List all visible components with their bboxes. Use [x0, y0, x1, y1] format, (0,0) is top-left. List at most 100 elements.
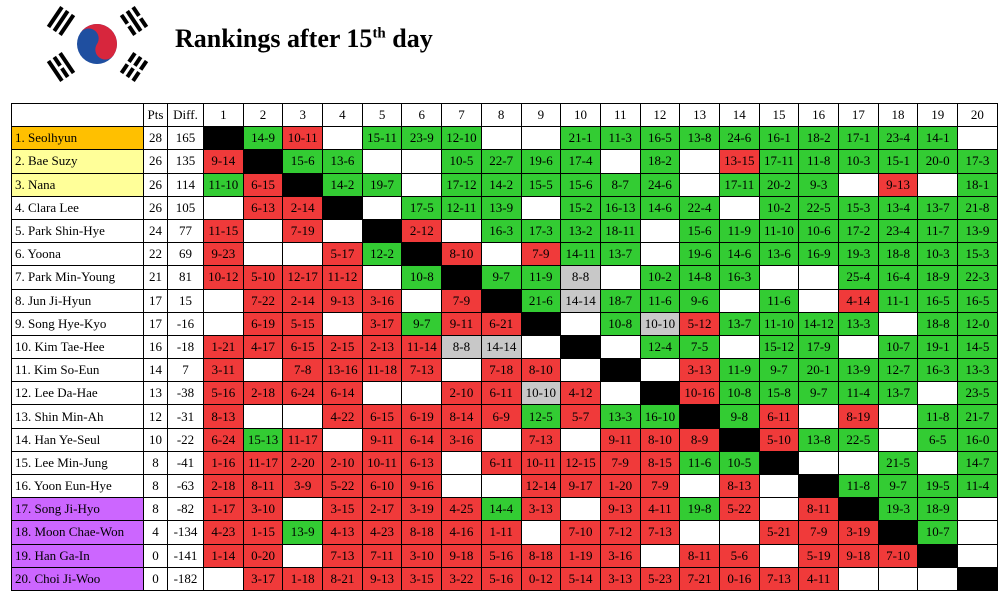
result-cell: 13-9	[480, 195, 522, 220]
row: 8. Jun Ji-Hyun 17 15 7-22 2-14 9-13 3-16 7-9 21-…	[11, 288, 998, 313]
result-cell	[758, 473, 800, 499]
result-cell: 24-6	[639, 172, 681, 197]
diff: 165	[167, 126, 204, 151]
result-cell: 7-9	[798, 520, 839, 545]
result-cell: 3-16	[361, 288, 403, 313]
result-cell: 18-9	[917, 497, 959, 522]
result-cell	[599, 381, 641, 406]
header-cell: 10	[560, 102, 601, 128]
points: 17	[143, 311, 168, 336]
player-name: 8. Jun Ji-Hyun	[11, 288, 144, 313]
player-name: 13. Shin Min-Ah	[11, 404, 144, 429]
header-cell: 14	[718, 102, 760, 128]
result-cell	[282, 172, 324, 197]
result-cell: 7-10	[877, 543, 919, 568]
points: 12	[143, 404, 168, 429]
result-cell	[322, 126, 363, 151]
result-cell	[361, 265, 403, 290]
result-cell	[758, 543, 800, 568]
result-cell: 10-10	[639, 311, 681, 336]
result-cell: 13-2	[560, 218, 601, 244]
header-cell: 20	[957, 102, 998, 128]
result-cell: 5-19	[798, 543, 839, 568]
result-cell: 9-7	[401, 311, 443, 336]
result-cell	[322, 218, 363, 244]
result-cell	[520, 334, 562, 360]
result-cell: 10-11	[282, 126, 324, 151]
result-cell: 17-3	[957, 149, 998, 174]
title: Rankings after 15th day	[175, 24, 433, 54]
points: 24	[143, 218, 168, 244]
result-cell: 3-15	[322, 497, 363, 522]
result-cell: 13-8	[798, 427, 839, 452]
result-cell	[639, 543, 681, 568]
result-cell: 15-5	[520, 172, 562, 197]
result-cell: 10-3	[917, 242, 959, 267]
result-cell	[242, 404, 284, 429]
result-cell: 7-13	[322, 543, 363, 568]
result-cell: 7-13	[401, 358, 443, 383]
result-cell	[361, 381, 403, 406]
result-cell: 3-16	[441, 427, 482, 452]
result-cell: 6-14	[401, 427, 443, 452]
result-cell: 5-12	[679, 311, 720, 336]
player-name: 1. Seolhyun	[11, 126, 144, 151]
result-cell: 3-19	[401, 497, 443, 522]
result-cell: 15-3	[957, 242, 998, 267]
result-cell: 16-10	[639, 404, 681, 429]
result-cell	[838, 497, 879, 522]
result-cell: 12-17	[282, 265, 324, 290]
points: 26	[143, 149, 168, 174]
result-cell: 5-16	[480, 543, 522, 568]
result-cell: 21-1	[560, 126, 601, 151]
result-cell	[877, 520, 919, 545]
result-cell: 6-13	[401, 450, 443, 476]
result-cell: 4-22	[322, 404, 363, 429]
result-cell: 5-17	[322, 242, 363, 267]
ranking-table: Pts Diff. 1 2 3 4 5 6 7 8 9 10 11 12 13 14 15 16 17 18 19 20 1…	[11, 102, 998, 591]
result-cell	[679, 520, 720, 545]
result-cell: 15-8	[758, 381, 800, 406]
result-cell: 15-6	[679, 218, 720, 244]
row: 13. Shin Min-Ah 12 -31 8-13 4-22 6-15 6-19 8-14…	[11, 404, 998, 429]
result-cell: 15-11	[361, 126, 403, 151]
title-tail: day	[385, 24, 433, 53]
result-cell: 5-16	[203, 381, 244, 406]
diff: -18	[167, 334, 204, 360]
result-cell: 2-12	[401, 218, 443, 244]
result-cell: 9-18	[441, 543, 482, 568]
result-cell	[282, 404, 324, 429]
player-name: 7. Park Min-Young	[11, 265, 144, 290]
result-cell: 21-7	[957, 404, 998, 429]
points: 22	[143, 242, 168, 267]
row: 3. Nana 26 114 11-10 6-15 14-2 19-7 17-12 14-2 15…	[11, 172, 998, 197]
result-cell: 18-8	[917, 311, 959, 336]
result-cell: 10-2	[639, 265, 681, 290]
result-cell: 10-10	[520, 381, 562, 406]
result-cell: 21-8	[957, 195, 998, 220]
row: 18. Moon Chae-Won 4 -134 4-23 1-15 13-9 4-13 4-…	[11, 520, 998, 545]
result-cell: 7-22	[242, 288, 284, 313]
result-cell: 16-5	[957, 288, 998, 313]
result-cell: 13-3	[599, 404, 641, 429]
result-cell: 12-7	[877, 358, 919, 383]
result-cell: 7-21	[679, 566, 720, 591]
result-cell: 15-12	[758, 334, 800, 360]
result-cell	[639, 218, 681, 244]
result-cell: 8-18	[520, 543, 562, 568]
player-name: 18. Moon Chae-Won	[11, 520, 144, 545]
result-cell: 17-4	[560, 149, 601, 174]
row: 17. Song Ji-Hyo 8 -82 1-17 3-10 3-15 2-17 3-19 4…	[11, 497, 998, 522]
header-cell: Pts	[143, 102, 168, 128]
result-cell: 11-12	[322, 265, 363, 290]
result-cell: 4-12	[560, 381, 601, 406]
result-cell	[322, 427, 363, 452]
result-cell: 25-4	[838, 265, 879, 290]
points: 26	[143, 195, 168, 220]
points: 21	[143, 265, 168, 290]
row: 5. Park Shin-Hye 24 77 11-15 7-19 2-12 16-3 17-…	[11, 218, 998, 244]
result-cell: 10-5	[718, 450, 760, 476]
row: 9. Song Hye-Kyo 17 -16 6-19 5-15 3-17 9-7 9-11 6…	[11, 311, 998, 336]
result-cell: 19-5	[917, 473, 959, 499]
result-cell: 3-10	[242, 497, 284, 522]
